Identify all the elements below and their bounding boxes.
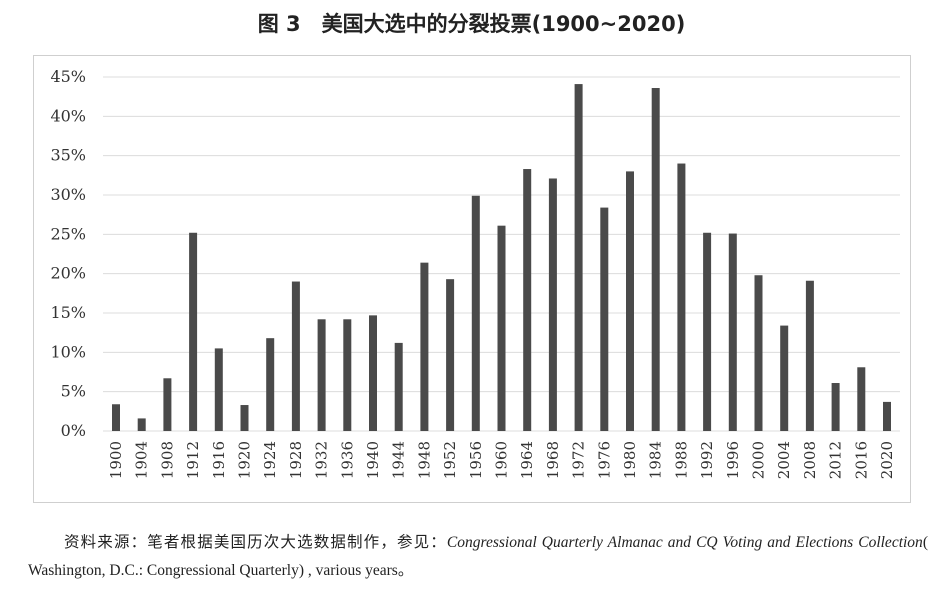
x-tick-label: 2012: [827, 441, 845, 479]
chart-frame: [33, 55, 911, 503]
bar-1968: [548, 178, 557, 431]
x-tick-label: 1928: [287, 441, 305, 479]
bar-1900: [112, 404, 120, 431]
bar-1916: [214, 348, 223, 431]
source-suffix: ( Washington, D.C.: Congressional Quarte…: [28, 534, 928, 579]
y-tick-label: 45%: [50, 67, 86, 86]
bar-2004: [780, 325, 789, 431]
bar-1928: [291, 281, 300, 431]
x-tick-label: 1948: [415, 441, 433, 479]
bar-2020: [883, 401, 891, 431]
source-title: Congressional Quarterly Almanac and CQ V…: [446, 534, 923, 551]
source-note: 资料来源：笔者根据美国历次大选数据制作，参见：Congressional Qua…: [28, 529, 928, 585]
y-tick-label: 15%: [50, 303, 86, 322]
bar-1992: [703, 232, 712, 431]
y-tick-label: 30%: [50, 185, 86, 204]
bar-1960: [497, 225, 506, 431]
bar-2008: [805, 280, 814, 431]
y-tick-label: 35%: [50, 146, 86, 165]
bar-2012: [831, 383, 840, 431]
bar-1952: [446, 279, 455, 431]
x-tick-label: 1964: [518, 441, 536, 479]
source-prefix: 资料来源：笔者根据美国历次大选数据制作，参见：: [64, 534, 447, 551]
x-tick-label: 1916: [210, 441, 228, 479]
x-tick-label: 1976: [595, 441, 613, 479]
bar-chart: 0% 5% 10% 15% 20% 25% 30% 35% 40% 45% 1900 1904 1908…: [50, 67, 900, 479]
x-tick-label: 1944: [390, 441, 408, 479]
x-tick-label: 1996: [724, 441, 742, 479]
y-tick-label: 10%: [50, 342, 86, 361]
bar-1936: [343, 319, 352, 431]
bar-1908: [163, 378, 172, 431]
x-tick-label: 1980: [621, 441, 639, 479]
bar-1932: [317, 319, 326, 431]
x-tick-label: 1920: [236, 441, 254, 479]
bar-1944: [394, 342, 403, 431]
bar-1948: [420, 262, 429, 431]
bar-2000: [754, 275, 763, 431]
x-tick-label: 1940: [364, 441, 382, 479]
x-tick-label: 1984: [647, 441, 665, 479]
x-tick-label: 1904: [133, 441, 151, 479]
bar-1984: [651, 88, 660, 431]
bar-1904: [137, 418, 146, 431]
x-tick-label: 2004: [775, 441, 793, 479]
y-tick-label: 25%: [50, 224, 86, 243]
bar-1988: [677, 163, 686, 432]
x-tick-label: 1956: [467, 441, 485, 479]
x-tick-label: 2016: [852, 441, 870, 479]
x-tick-label: 1988: [672, 441, 690, 479]
y-tick-label: 40%: [50, 106, 86, 125]
x-tick-label: 1992: [698, 441, 716, 479]
bar-1912: [189, 232, 198, 431]
x-tick-label: 1968: [544, 441, 562, 479]
bar-1976: [600, 207, 609, 431]
bar-1920: [240, 405, 249, 431]
x-tick-label: 1908: [158, 441, 176, 479]
x-tick-label: 1932: [313, 441, 331, 479]
y-tick-label: 0%: [61, 421, 86, 440]
x-tick-label: 1924: [261, 441, 279, 479]
bar-1996: [728, 233, 737, 431]
x-tick-label: 1952: [441, 441, 459, 479]
x-tick-label: 1972: [570, 441, 588, 479]
x-tick-label: 1912: [184, 441, 202, 479]
y-tick-label: 20%: [50, 264, 86, 283]
y-tick-label: 5%: [61, 382, 86, 401]
bar-1964: [523, 169, 532, 432]
bar-1980: [626, 171, 634, 431]
x-tick-label: 2020: [878, 441, 896, 479]
x-tick-label: 1900: [107, 441, 125, 479]
bar-1924: [266, 338, 275, 431]
x-tick-label: 2000: [750, 441, 768, 479]
bar-1972: [574, 84, 583, 431]
x-tick-label: 1960: [493, 441, 511, 479]
bar-1940: [369, 315, 377, 431]
bar-1956: [471, 195, 480, 431]
x-tick-label: 1936: [338, 441, 356, 479]
chart-title: 图 3 美国大选中的分裂投票(1900~2020): [257, 12, 686, 36]
x-tick-label: 2008: [801, 441, 819, 479]
bar-2016: [857, 367, 866, 431]
